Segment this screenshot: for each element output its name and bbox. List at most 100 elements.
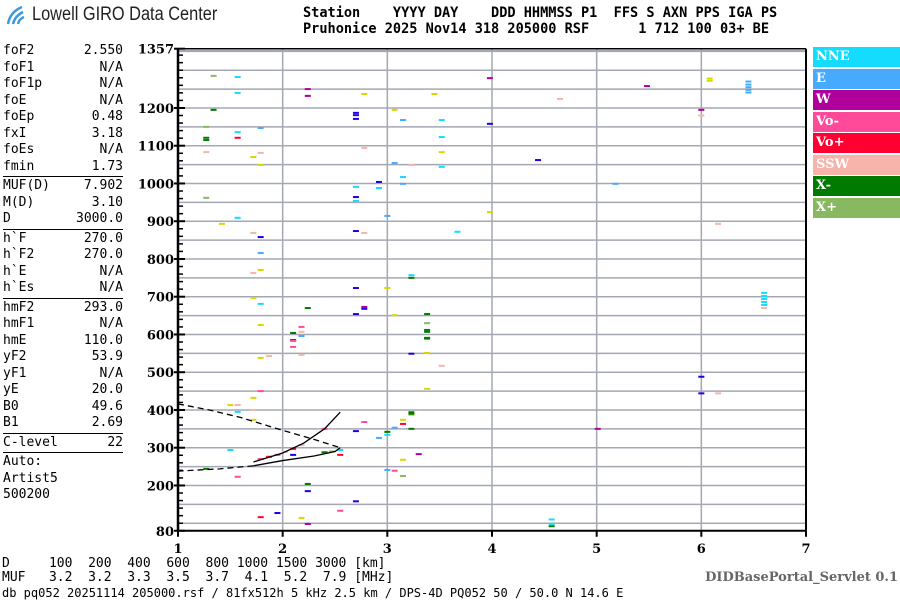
echo-mark: [337, 509, 344, 512]
echo-mark: [352, 117, 359, 120]
separator: [3, 432, 123, 434]
echo-mark: [361, 307, 368, 310]
echo-mark: [548, 525, 555, 528]
echo-mark: [257, 390, 264, 393]
echo-mark: [391, 426, 398, 429]
param-value: 20.0: [91, 382, 123, 397]
param-row: foEs N/A: [3, 142, 123, 159]
param-row: hmE 110.0: [3, 333, 123, 350]
echo-mark: [203, 139, 210, 142]
echo-mark: [234, 216, 241, 219]
echo-mark: [234, 475, 241, 478]
echo-mark: [400, 475, 407, 478]
param-row: h`E N/A: [3, 264, 123, 281]
echo-mark: [210, 108, 217, 111]
echo-mark: [761, 294, 768, 297]
echo-mark: [203, 196, 210, 199]
echo-mark: [352, 230, 359, 233]
separator: [3, 176, 123, 177]
echo-mark: [298, 334, 305, 337]
param-label: hmE: [3, 332, 27, 348]
param-value: 110.0: [83, 332, 123, 348]
echo-mark: [548, 522, 555, 525]
echo-mark: [257, 356, 264, 359]
echo-mark: [227, 404, 234, 407]
param-value: N/A: [99, 59, 123, 75]
echo-mark: [643, 85, 650, 88]
autoscaling-info: Artist5: [3, 470, 58, 486]
echo-mark: [290, 331, 297, 334]
param-row: M(D) 3.10: [3, 195, 123, 212]
echo-mark: [745, 88, 752, 91]
echo-mark: [234, 131, 241, 134]
separator: [3, 228, 123, 230]
param-value: 2.69: [91, 415, 123, 430]
param-value: 270.0: [83, 230, 123, 246]
param-row: foF1p N/A: [3, 76, 123, 93]
param-value: 1.73: [91, 158, 123, 174]
echo-mark: [203, 125, 210, 128]
y-tick-label: 600: [147, 328, 174, 343]
param-row: yE 20.0: [3, 382, 123, 399]
echo-mark: [257, 324, 264, 327]
echo-mark: [761, 307, 768, 310]
echo-mark: [384, 214, 391, 217]
param-value: N/A: [99, 142, 123, 157]
x-tick-label: 2: [278, 542, 287, 557]
echo-mark: [391, 314, 398, 317]
param-row: foF1 N/A: [3, 60, 123, 77]
echo-mark: [745, 80, 752, 83]
param-row: yF1 N/A: [3, 366, 123, 383]
parameter-panel: foF2 2.550 foF1 N/A foF1p N/A foE N/A foEp 0.48 fx…: [3, 43, 123, 504]
y-tick-label: 200: [147, 479, 174, 494]
param-label: yF2: [3, 349, 27, 364]
echo-mark: [715, 222, 722, 225]
param-value: N/A: [99, 316, 123, 331]
echo-mark: [375, 186, 382, 189]
echo-mark: [438, 151, 445, 154]
x-tick-label: 6: [697, 542, 706, 557]
echo-mark: [352, 199, 359, 202]
echo-mark: [384, 287, 391, 290]
model-trace-dashed: [177, 403, 341, 449]
echo-mark: [298, 516, 305, 519]
y-tick-label: 500: [147, 366, 174, 381]
x-tick-label: 1: [173, 542, 182, 557]
param-label: h`Es: [3, 280, 35, 295]
param-label: foF2: [3, 43, 35, 58]
echo-mark: [706, 79, 713, 82]
echo-mark: [321, 451, 328, 454]
echo-mark: [290, 453, 297, 456]
echo-mark: [408, 413, 415, 416]
echo-mark: [408, 276, 415, 279]
legend-item-voplus: Vo+: [813, 133, 900, 153]
logo: Lowell GIRO Data Center: [4, 3, 247, 27]
echo-mark: [486, 122, 493, 125]
param-row: h`F 270.0: [3, 231, 123, 248]
echo-mark: [266, 354, 273, 357]
param-label: foEp: [3, 109, 35, 124]
param-label: B1: [3, 415, 19, 430]
param-value: 49.6: [91, 398, 123, 414]
param-label: foE: [3, 92, 27, 108]
echo-mark: [391, 162, 398, 165]
echo-mark: [337, 448, 344, 451]
echo-mark: [250, 231, 257, 234]
echo-mark: [234, 91, 241, 94]
echo-mark: [257, 302, 264, 305]
echo-mark: [400, 119, 407, 122]
autoscaling-info: 500200: [3, 487, 50, 502]
echo-mark: [745, 91, 752, 94]
y-tick-label: 1357: [138, 43, 174, 58]
echo-mark: [352, 114, 359, 117]
echo-mark: [250, 408, 257, 411]
param-value: 22: [107, 434, 123, 450]
echo-mark: [361, 93, 368, 95]
echo-mark: [745, 86, 752, 89]
echo-mark: [257, 458, 264, 461]
echo-mark: [745, 83, 752, 86]
echo-mark: [361, 305, 368, 308]
y-tick-label: 1200: [138, 102, 174, 117]
y-tick-label: 80: [156, 525, 174, 540]
param-label: foEs: [3, 142, 35, 157]
